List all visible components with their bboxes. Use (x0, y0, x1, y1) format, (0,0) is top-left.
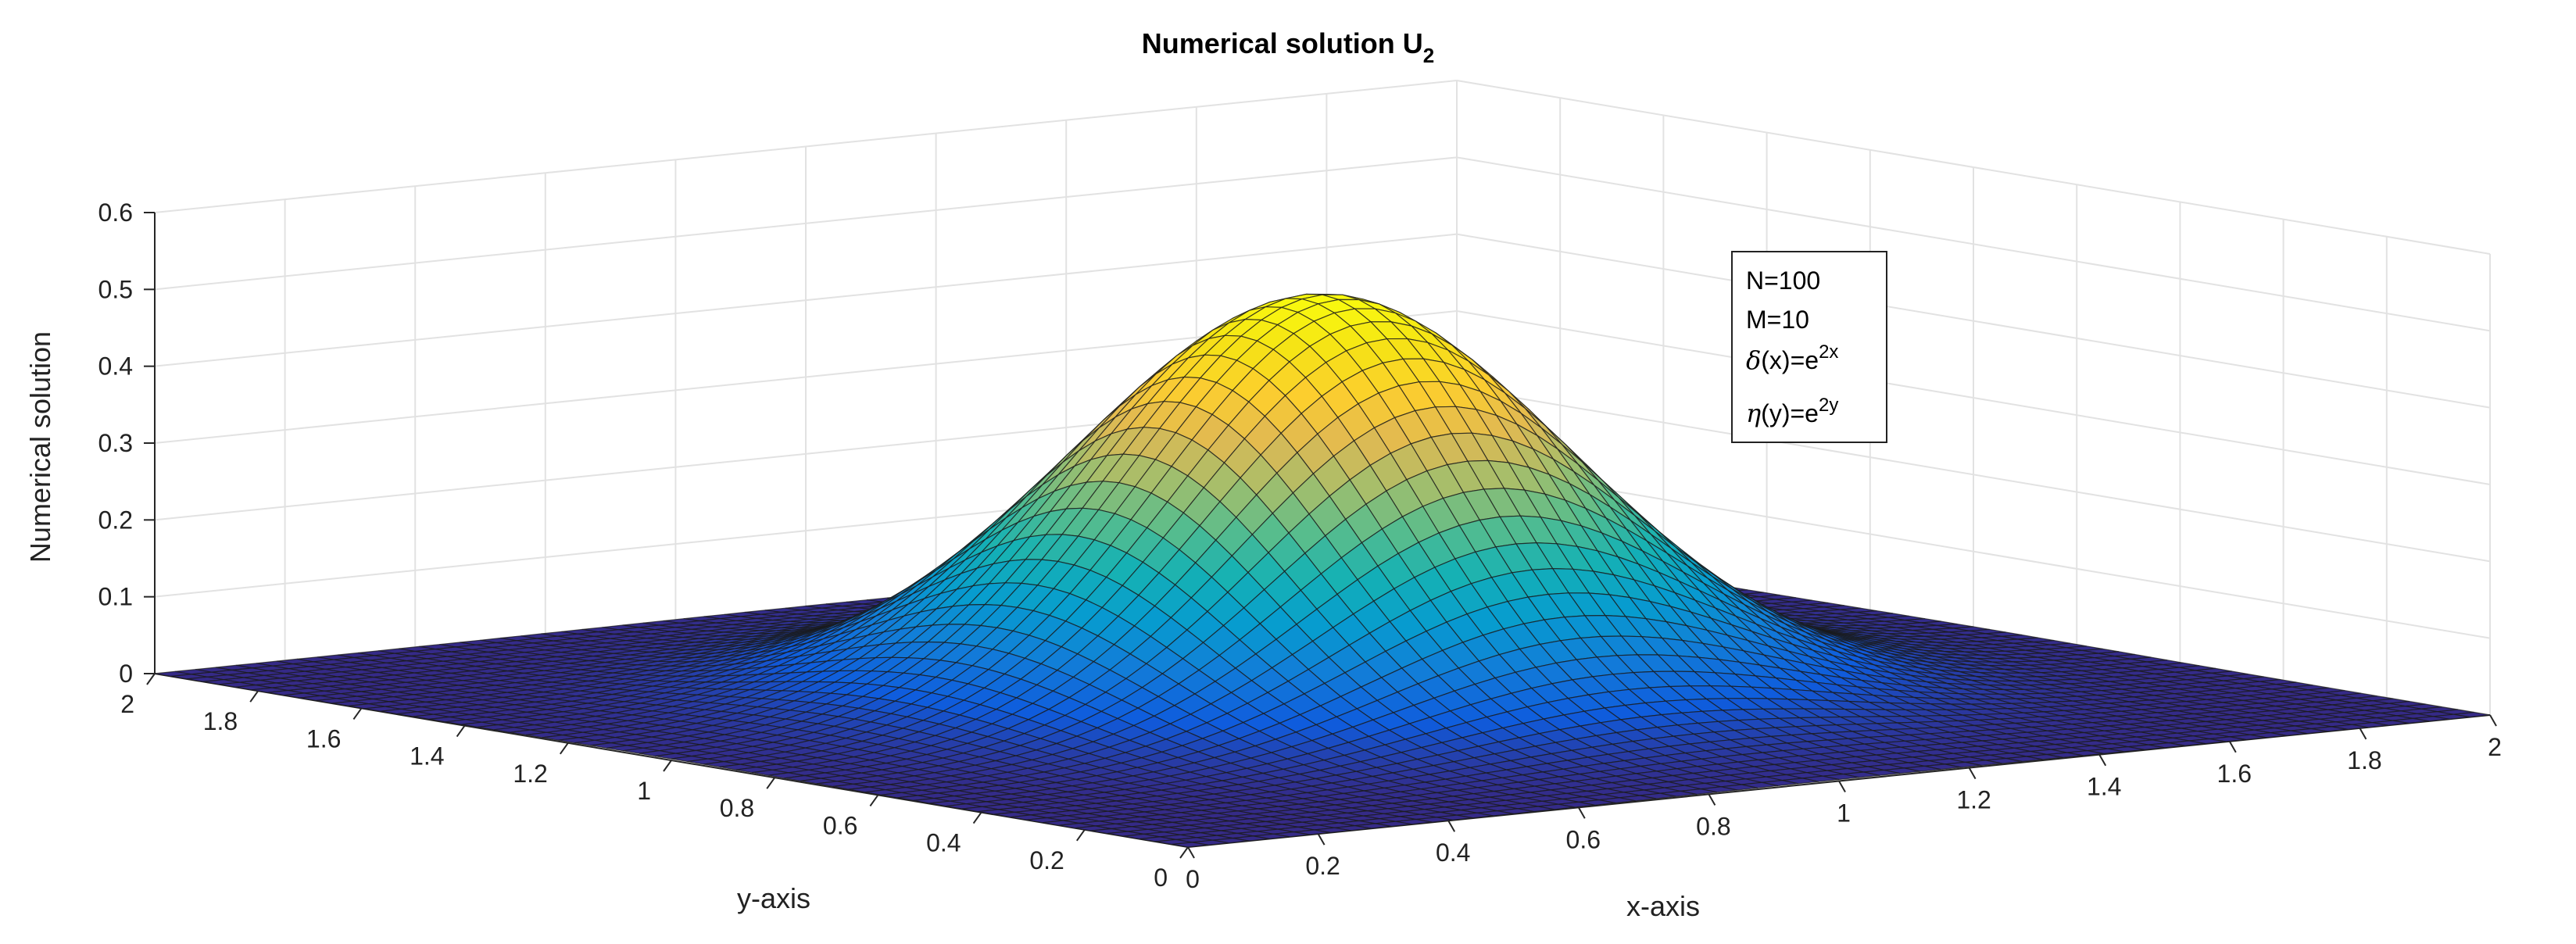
z-tick-label: 0 (119, 660, 133, 688)
y-tick-label: 0 (1154, 864, 1168, 892)
x-tick-label: 1.4 (2087, 773, 2121, 801)
z-tick-label: 0.6 (98, 198, 133, 227)
z-tick-label: 0.1 (98, 583, 133, 611)
y-tick-label: 0.8 (720, 794, 754, 822)
title-main: Numerical solution U (1142, 27, 1423, 59)
y-tick-mark-8 (352, 707, 363, 720)
grid-line-z-sidewall-1 (1456, 463, 2491, 639)
eta-symbol: η (1746, 399, 1761, 428)
x-tick-mark-2 (1447, 820, 1456, 832)
x-tick-mark-1 (1317, 833, 1326, 846)
y-tick-label: 1 (637, 777, 651, 805)
x-tick-mark-8 (2228, 741, 2237, 753)
grid-line-z-backwall-6 (154, 80, 1458, 213)
y-tick-label: 1.6 (306, 724, 341, 753)
chart-title: Numerical solution U2 (1142, 27, 1435, 67)
annotation-box: N=100 M=10 δ(x)=e2x η(y)=e2y (1731, 251, 1887, 443)
grid-line-z-backwall-4 (154, 233, 1458, 367)
grid-line-z-sidewall-3 (1456, 310, 2491, 485)
x-tick-mark-0 (1187, 846, 1195, 859)
x-tick-mark-4 (1708, 793, 1716, 806)
annotation-line-n: N=100 (1746, 266, 1820, 295)
x-tick-label: 1.2 (1956, 786, 1991, 814)
surface-mesh (154, 293, 2491, 848)
x-tick-label: 0 (1186, 865, 1200, 893)
grid-line-z-sidewall-6 (1456, 80, 2491, 255)
delta-symbol: δ (1746, 345, 1761, 375)
z-tick-label: 0.4 (98, 352, 133, 381)
grid-line-z-backwall-5 (154, 156, 1458, 291)
x-tick-mark-5 (1838, 781, 1846, 792)
grid-line-z-sidewall-2 (1456, 387, 2491, 563)
y-tick-mark-6 (559, 742, 569, 755)
title-subscript: 2 (1423, 44, 1434, 67)
y-tick-mark-4 (766, 777, 776, 789)
y-tick-label: 1.8 (203, 707, 238, 735)
y-tick-label: 1.4 (410, 742, 444, 771)
delta-superscript: 2x (1819, 341, 1838, 363)
x-tick-mark-10 (2489, 714, 2497, 727)
y-tick-mark-5 (663, 760, 672, 772)
x-tick-label: 2 (2488, 733, 2502, 761)
z-tick-label: 0.3 (98, 429, 133, 457)
x-tick-label: 1 (1837, 799, 1851, 828)
x-tick-mark-6 (1968, 767, 1977, 780)
y-tick-label: 2 (120, 690, 134, 718)
annotation-border (1731, 251, 1887, 443)
tick-labels: 0 0.1 0.2 0.3 0.4 0.5 0.6 0 0.2 0.4 0.6 0.8 1 1.2 1.4 1… (98, 198, 2502, 893)
y-tick-label: 1.2 (513, 760, 547, 788)
grid-line-z-sidewall-4 (1456, 233, 2491, 409)
y-tick-mark-10 (146, 673, 156, 685)
y-axis-label: y-axis (737, 882, 810, 914)
y-tick-mark-2 (972, 812, 982, 824)
y-tick-mark-7 (456, 725, 466, 738)
z-tick-label: 0.5 (98, 275, 133, 303)
z-axis-label: Numerical solution (24, 331, 56, 563)
x-tick-label: 1.8 (2347, 746, 2381, 774)
delta-text: (x)=e (1761, 346, 1819, 374)
y-tick-mark-1 (1075, 829, 1086, 842)
annotation-line-delta: δ(x)=e2x (1746, 341, 1838, 375)
y-tick-label: 0.2 (1029, 846, 1064, 874)
x-tick-label: 0.4 (1436, 839, 1470, 867)
surface-patch (1172, 842, 1209, 848)
eta-text: (y)=e (1761, 399, 1819, 427)
x-axis-label: x-axis (1626, 890, 1700, 922)
x-tick-label: 1.6 (2217, 760, 2252, 788)
x-tick-mark-3 (1577, 806, 1586, 819)
eta-superscript: 2y (1819, 395, 1838, 416)
x-tick-label: 0.2 (1305, 852, 1340, 880)
grid-line-z-sidewall-5 (1456, 156, 2491, 332)
y-tick-mark-0 (1179, 846, 1189, 859)
y-tick-mark-3 (869, 794, 879, 806)
x-tick-label: 0.8 (1696, 812, 1730, 840)
y-tick-label: 0.4 (926, 829, 961, 857)
annotation-line-eta: η(y)=e2y (1746, 395, 1838, 428)
z-tick-label: 0.2 (98, 506, 133, 534)
x-tick-mark-9 (2359, 728, 2367, 740)
y-tick-mark-9 (249, 690, 259, 703)
y-tick-label: 0.6 (823, 811, 857, 839)
annotation-line-m: M=10 (1746, 306, 1809, 334)
x-tick-label: 0.6 (1566, 825, 1601, 853)
x-tick-mark-7 (2098, 754, 2107, 767)
